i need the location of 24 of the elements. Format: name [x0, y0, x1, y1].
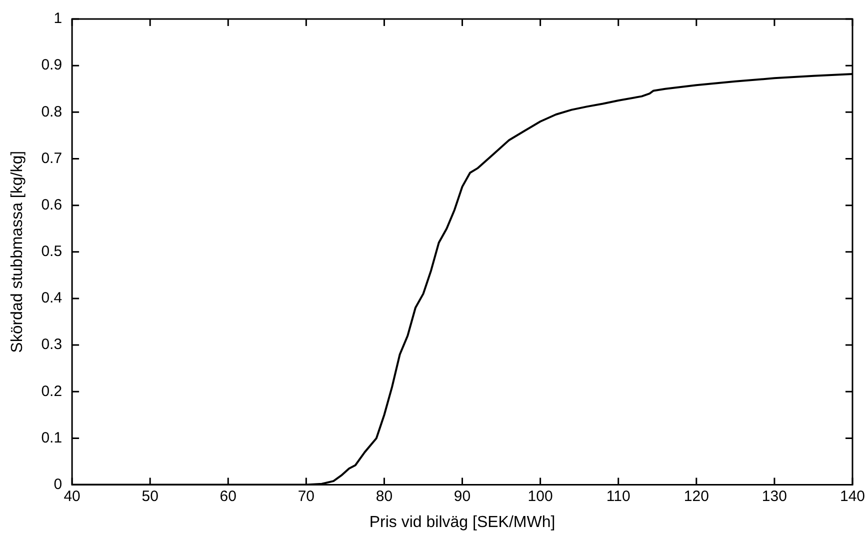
y-tick-label: 0 — [54, 476, 62, 493]
x-tick-label: 110 — [606, 488, 630, 505]
y-tick-label: 0.2 — [41, 382, 62, 400]
y-axis-title: Skördad stubbmassa [kg/kg] — [9, 150, 26, 353]
y-tick-label: 0.8 — [41, 103, 62, 120]
y-tick-label: 1 — [54, 10, 62, 28]
x-tick-label: 40 — [64, 488, 80, 505]
x-tick-label: 120 — [684, 488, 709, 505]
x-tick-label: 140 — [840, 488, 865, 505]
y-tick-label: 0.6 — [41, 196, 62, 214]
x-axis-title: Pris vid bilväg [SEK/MWh] — [369, 514, 556, 531]
y-tick-label: 0.9 — [41, 56, 62, 74]
x-tick-label: 130 — [762, 488, 787, 505]
x-tick-label: 70 — [298, 488, 315, 505]
y-tick-label: 0.3 — [41, 336, 62, 354]
x-tick-label: 90 — [454, 488, 471, 505]
y-tick-label: 0.5 — [41, 243, 62, 260]
x-tick-label: 100 — [528, 488, 553, 505]
y-tick-label: 0.7 — [41, 150, 62, 167]
x-tick-label: 60 — [220, 488, 236, 505]
y-tick-label: 0.1 — [41, 429, 62, 446]
x-tick-label: 50 — [142, 488, 158, 505]
y-tick-label: 0.4 — [41, 290, 62, 307]
x-tick-label: 80 — [376, 488, 393, 505]
